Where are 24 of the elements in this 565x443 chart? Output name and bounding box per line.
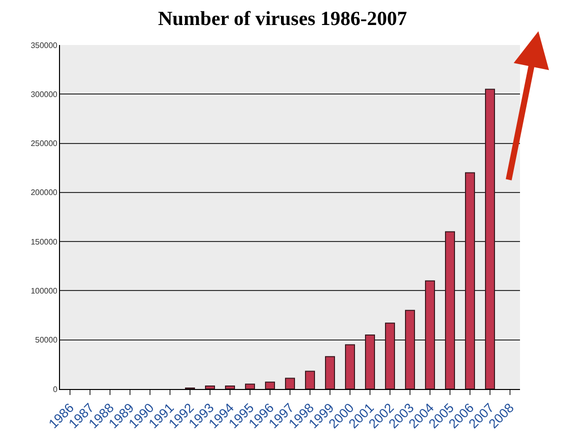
y-tick-label: 250000 [30, 139, 58, 148]
bar [285, 378, 295, 389]
bar [425, 280, 435, 389]
bar [365, 334, 375, 389]
bar [325, 356, 335, 389]
bar [445, 231, 455, 389]
bar [405, 310, 415, 389]
y-tick-label: 0 [52, 384, 58, 394]
y-tick-label: 100000 [30, 286, 58, 296]
bar [245, 384, 255, 389]
y-tick-label: 50000 [35, 336, 58, 345]
bar [465, 172, 475, 389]
y-tick-label: 350000 [30, 40, 58, 50]
bar [305, 370, 315, 389]
bar [385, 322, 395, 389]
bar [225, 386, 235, 389]
bar [485, 88, 495, 389]
bar [265, 382, 275, 389]
y-tick-label: 300000 [30, 90, 58, 99]
chart-title: Number of viruses 1986-2007 [158, 8, 408, 30]
bar [345, 344, 355, 389]
y-tick-label: 200000 [30, 188, 58, 198]
bar [205, 386, 215, 389]
y-tick-label: 150000 [30, 237, 58, 246]
